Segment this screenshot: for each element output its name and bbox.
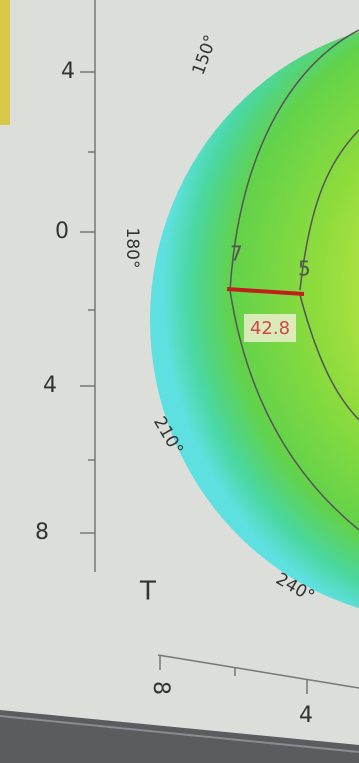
measurement: 42.8 [250,318,290,339]
bottom-axis-label: 4 [299,703,313,728]
side-label: T [139,577,156,607]
contour-line [229,29,359,291]
left-axis-label: 4 [43,373,57,398]
contour-line [299,294,359,421]
angle-label: 180° [122,228,142,269]
left-ticks [80,71,95,534]
left-axis-label: 8 [35,520,49,545]
bottom-ticks [159,655,308,694]
bottom-axis [157,654,359,689]
measure-line [226,287,305,296]
side-strip [0,0,10,125]
left-axis-label: 4 [61,59,75,84]
left-axis-label: 0 [55,219,69,244]
value-box [244,314,296,342]
bottom-axis-label: 8 [148,681,173,695]
contour-label: 7 [230,242,243,266]
contour-line [229,289,359,531]
contour-line [299,129,359,291]
contour-label: 5 [298,257,311,281]
screen-bezel [0,710,359,763]
bezel-edge [0,715,359,753]
